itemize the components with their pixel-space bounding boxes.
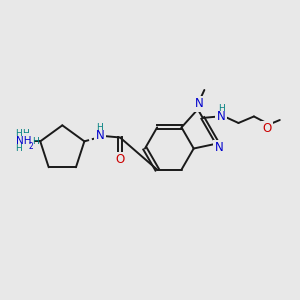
Text: O: O	[262, 122, 272, 135]
Text: H: H	[96, 124, 103, 133]
Text: N: N	[217, 110, 226, 123]
Text: O: O	[116, 153, 125, 166]
Text: NH: NH	[16, 136, 32, 146]
Text: H: H	[16, 144, 22, 153]
Text: N: N	[95, 130, 104, 142]
Text: N: N	[23, 135, 32, 148]
Text: H: H	[32, 137, 39, 146]
Text: 2: 2	[29, 142, 34, 151]
Text: N: N	[195, 98, 204, 110]
Text: N: N	[214, 141, 224, 154]
Text: H: H	[22, 128, 29, 137]
Text: H: H	[218, 104, 225, 113]
Text: H: H	[16, 128, 22, 137]
